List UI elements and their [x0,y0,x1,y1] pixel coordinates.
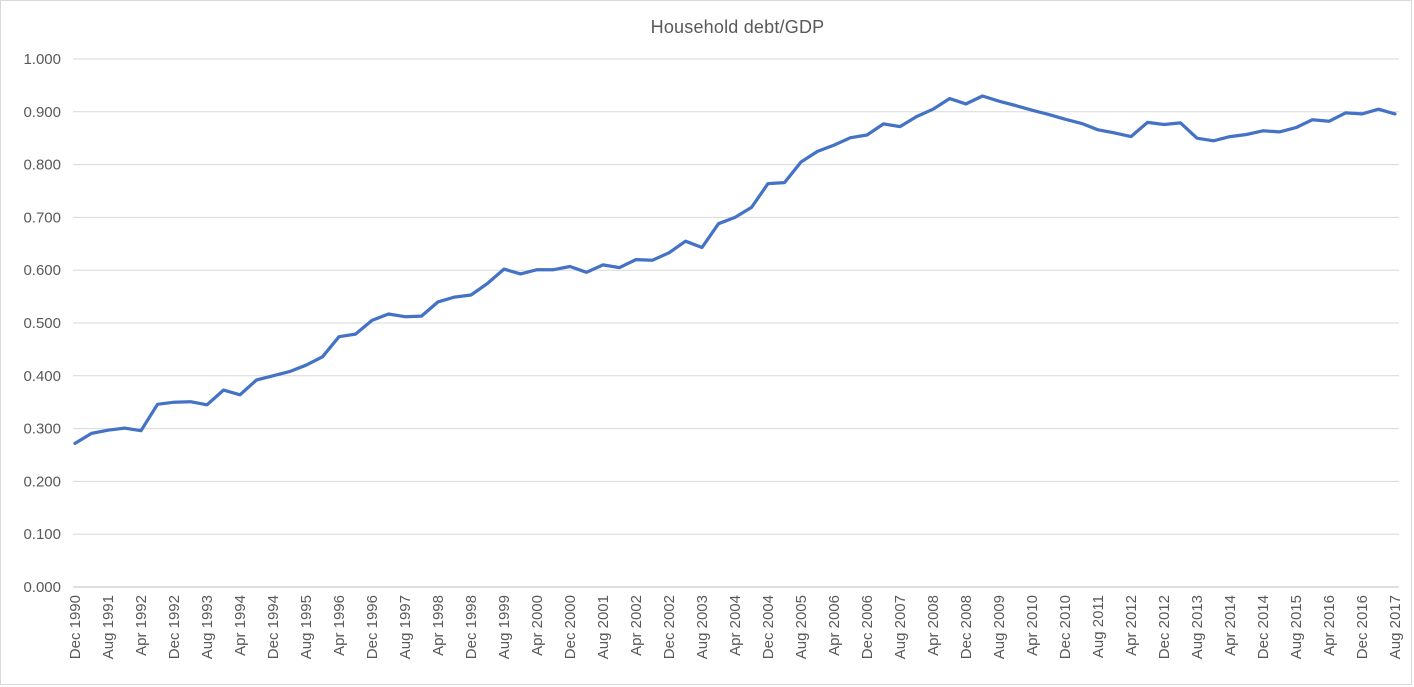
y-axis-labels: 0.000 0.100 0.200 0.300 0.400 0.500 0.600 0.700… [23,51,61,596]
y-tick-label: 0.800 [23,157,61,174]
x-tick-label: Aug 2005 [793,595,810,659]
x-tick-label: Apr 2010 [1024,595,1041,656]
x-tick-label: Dec 2006 [859,595,876,659]
x-tick-label: Aug 1999 [496,595,513,659]
x-tick-label: Apr 1992 [133,595,150,656]
y-tick-label: 0.500 [23,315,61,332]
x-tick-label: Aug 2007 [892,595,909,659]
x-tick-label: Apr 2004 [727,595,744,656]
x-tick-label: Apr 1994 [232,595,249,656]
series-line [73,94,1397,446]
x-tick-label: Aug 1991 [100,595,117,659]
x-tick-label: Aug 1997 [397,595,414,659]
x-tick-label: Apr 2014 [1222,595,1239,656]
x-tick-label: Aug 2013 [1189,595,1206,659]
x-tick-label: Apr 2016 [1321,595,1338,656]
x-tick-label: Dec 2012 [1156,595,1173,659]
x-tick-label: Aug 2009 [991,595,1008,659]
x-tick-label: Apr 2000 [529,595,546,656]
chart-title: Household debt/GDP [650,17,825,37]
x-tick-label: Dec 2010 [1057,595,1074,659]
x-tick-label: Dec 1998 [463,595,480,659]
x-tick-label: Dec 1996 [364,595,381,659]
gridlines [73,58,1399,588]
x-tick-label: Dec 2002 [661,595,678,659]
x-tick-label: Apr 2006 [826,595,843,656]
x-tick-label: Aug 2001 [595,595,612,659]
y-tick-label: 0.700 [23,209,61,226]
x-tick-label: Dec 1992 [166,595,183,659]
y-tick-label: 0.900 [23,104,61,121]
y-tick-label: 0.200 [23,473,61,490]
x-tick-label: Apr 1998 [430,595,447,656]
x-tick-label: Aug 2011 [1090,595,1107,658]
x-tick-label: Dec 2004 [760,595,777,659]
y-tick-label: 0.300 [23,421,61,438]
x-tick-label: Dec 2008 [958,595,975,659]
x-tick-label: Dec 2014 [1255,595,1272,659]
x-tick-label: Apr 2008 [925,595,942,656]
x-tick-label: Apr 1996 [331,595,348,656]
x-axis-labels: Dec 1990 Aug 1991 Apr 1992 Dec 1992 Aug 1993… [67,595,1404,659]
x-tick-label: Dec 2000 [562,595,579,659]
x-tick-label: Aug 2003 [694,595,711,659]
x-tick-label: Dec 1990 [67,595,84,659]
x-tick-label: Apr 2002 [628,595,645,656]
x-tick-label: Aug 1995 [298,595,315,659]
y-tick-label: 1.000 [23,51,61,68]
y-tick-label: 0.100 [23,526,61,543]
y-tick-label: 0.000 [23,579,61,596]
x-tick-label: Apr 2012 [1123,595,1140,656]
x-tick-label: Dec 2016 [1354,595,1371,659]
series-household-debt-gdp [73,94,1397,446]
x-tick-label: Dec 1994 [265,595,282,659]
y-tick-label: 0.400 [23,368,61,385]
x-tick-label: Aug 2015 [1288,595,1305,659]
x-tick-label: Aug 2017 [1387,595,1404,659]
y-tick-label: 0.600 [23,262,61,279]
x-tick-label: Aug 1993 [199,595,216,659]
